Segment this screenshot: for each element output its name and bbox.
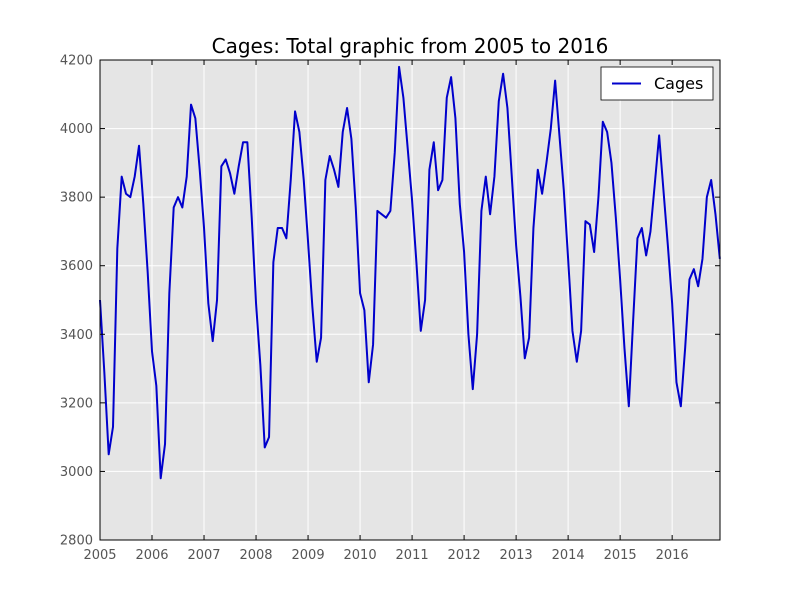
x-tick-label: 2016 xyxy=(656,548,689,563)
x-tick-label: 2005 xyxy=(83,548,116,563)
plot-frame xyxy=(99,59,721,541)
legend: Cages xyxy=(600,66,714,101)
x-tick-label: 2012 xyxy=(448,548,481,563)
y-tick-label: 3000 xyxy=(60,465,93,480)
y-tick-label: 3400 xyxy=(60,328,93,343)
legend-label-cages: Cages xyxy=(654,74,703,93)
series-line-cages xyxy=(99,65,721,480)
x-tick-label: 2015 xyxy=(604,548,637,563)
x-tick-label: 2014 xyxy=(552,548,585,563)
y-tick-label: 3200 xyxy=(60,396,93,411)
series-layer xyxy=(99,65,721,480)
x-tick-label: 2009 xyxy=(292,548,325,563)
x-tick-label: 2007 xyxy=(187,548,220,563)
x-tick-label: 2011 xyxy=(396,548,429,563)
x-tick-label: 2008 xyxy=(239,548,272,563)
x-tick-label: 2006 xyxy=(135,548,168,563)
y-tick-label: 3600 xyxy=(60,259,93,274)
y-tick-label: 4000 xyxy=(60,122,93,137)
x-tick-label: 2013 xyxy=(500,548,533,563)
grid-lines xyxy=(99,59,720,541)
plot-area xyxy=(100,60,720,540)
y-tick-label: 4200 xyxy=(60,54,93,69)
y-tick-label: 3800 xyxy=(60,191,93,206)
x-tick-label: 2010 xyxy=(344,548,377,563)
axes: 2800 3000 3200 3400 3600 3800 4000 4200 2005 2006… xyxy=(60,54,721,563)
y-tick-label: 2800 xyxy=(60,534,93,549)
chart-title: Cages: Total graphic from 2005 to 2016 xyxy=(212,34,609,58)
